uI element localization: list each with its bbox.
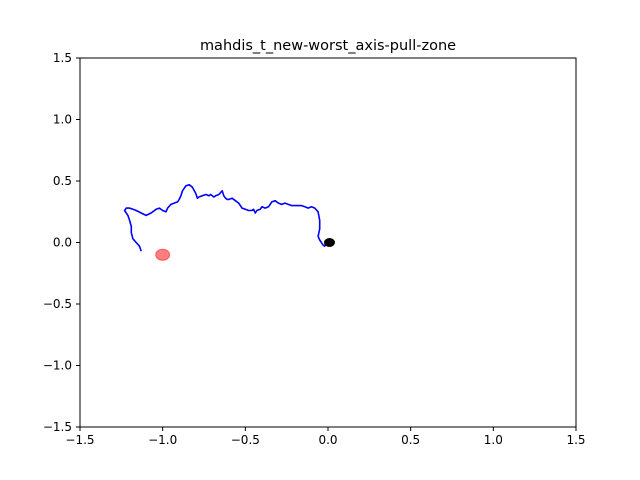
x-tick-label: 1.5 (566, 433, 585, 447)
y-tick-label: 0.0 (53, 236, 72, 250)
agent-marker (324, 238, 335, 247)
y-tick-label: 1.5 (53, 51, 72, 65)
y-tick-label: −1.5 (43, 420, 72, 434)
x-tick-label: 0.0 (318, 433, 337, 447)
chart-title: mahdis_t_new-worst_axis-pull-zone (200, 38, 456, 54)
y-tick-label: 1.0 (53, 113, 72, 127)
y-tick-label: −0.5 (43, 297, 72, 311)
y-tick-label: −1.0 (43, 359, 72, 373)
trajectory-line (123, 183, 329, 252)
plot-area (123, 183, 335, 261)
x-tick-label: −1.5 (65, 433, 94, 447)
y-tick-label: 0.5 (53, 174, 72, 188)
x-tick-label: 1.0 (484, 433, 503, 447)
target-marker (155, 248, 171, 261)
x-tick-label: −1.0 (148, 433, 177, 447)
axis-ticks: −1.5 −1.0 −0.5 0.0 0.5 1.0 1.5 −1.5 −1.0 −0.5 0.0 0… (43, 51, 586, 447)
x-tick-label: −0.5 (231, 433, 260, 447)
x-tick-label: 0.5 (401, 433, 420, 447)
axes-frame (79, 57, 577, 428)
